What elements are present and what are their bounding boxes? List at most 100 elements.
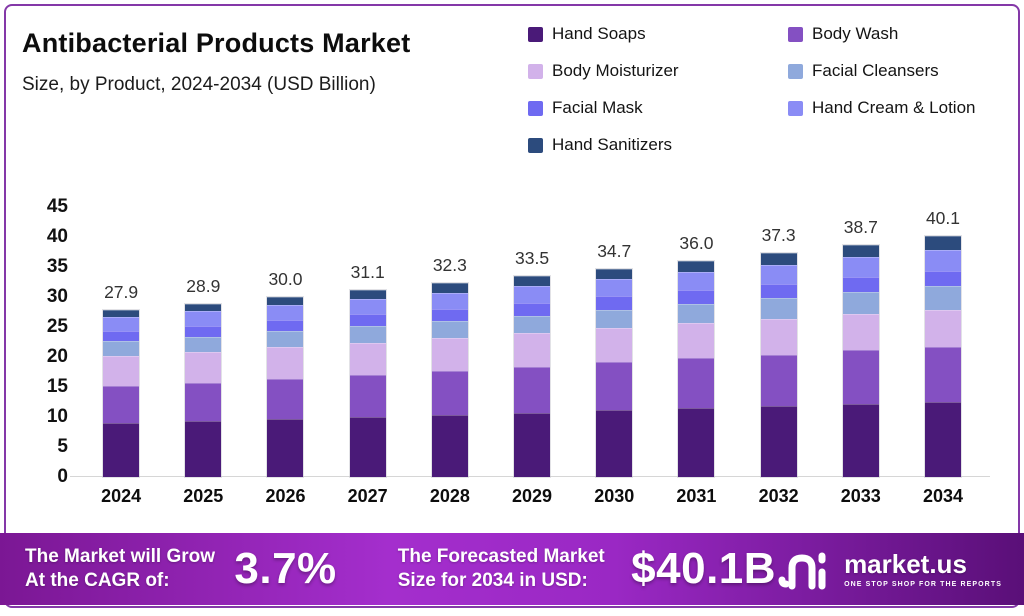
legend-label: Hand Sanitizers — [552, 135, 673, 154]
x-label-2033: 2033 — [840, 486, 881, 506]
bar-segment-hand-cream-lotion — [760, 265, 797, 284]
bar-segment-hand-cream-lotion — [103, 317, 140, 332]
x-label-2025: 2025 — [183, 486, 224, 506]
x-label-2030: 2030 — [594, 486, 635, 506]
bar-2024: 27.9 — [80, 137, 162, 479]
bar-segment-hand-cream-lotion — [431, 292, 468, 310]
bar-segment-facial-cleansers — [760, 298, 797, 320]
bar-segment-facial-cleansers — [596, 309, 633, 329]
bar-segment-facial-mask — [103, 331, 140, 342]
bar-segment-facial-mask — [349, 314, 386, 327]
bar-segment-hand-soaps — [185, 421, 222, 477]
bar-segment-facial-mask — [760, 283, 797, 299]
legend-swatch-icon — [528, 26, 543, 42]
bar-segment-hand-cream-lotion — [842, 257, 879, 278]
bar-segment-hand-sanitizers — [267, 297, 304, 305]
bar-segment-facial-cleansers — [924, 286, 961, 311]
marketus-logo: market.us ONE STOP SHOP FOR THE REPORTS — [776, 546, 1002, 592]
bar-2030: 34.7 — [573, 137, 655, 479]
bar-total-label-2025: 28.9 — [186, 275, 221, 296]
x-label-2032: 2032 — [758, 486, 799, 506]
bar-stack-2026 — [266, 296, 305, 478]
bar-total-label-2031: 36.0 — [679, 233, 714, 254]
bar-2027: 31.1 — [327, 137, 409, 478]
bar-segment-facial-mask — [924, 270, 961, 287]
bar-total-label-2026: 30.0 — [268, 269, 303, 290]
bar-total-label-2029: 33.5 — [515, 248, 550, 269]
bar-segment-facial-mask — [185, 325, 222, 337]
legend-label: Body Wash — [812, 24, 899, 43]
legend-item-hand-sanitizers: Hand Sanitizers — [528, 135, 780, 155]
bar-segment-facial-mask — [431, 309, 468, 322]
bar-segment-body-wash — [514, 366, 551, 413]
bar-segment-hand-cream-lotion — [514, 286, 551, 304]
legend-label: Hand Cream & Lotion — [812, 98, 976, 117]
y-tick-15: 15 — [46, 376, 68, 397]
bar-segment-hand-cream-lotion — [924, 250, 961, 271]
bar-total-label-2030: 34.7 — [597, 240, 632, 261]
legend-item-hand-soaps: Hand Soaps — [528, 24, 780, 44]
bar-segment-body-moisturizer — [842, 314, 879, 351]
bar-segment-facial-cleansers — [349, 326, 386, 343]
bar-segment-facial-cleansers — [267, 331, 304, 347]
bar-stack-2025 — [184, 302, 223, 479]
x-label-2026: 2026 — [265, 486, 306, 506]
bar-stack-2030 — [595, 267, 634, 479]
bar-total-label-2032: 37.3 — [761, 225, 796, 246]
bar-segment-hand-sanitizers — [514, 276, 551, 287]
legend-label: Facial Cleansers — [812, 61, 939, 80]
bar-segment-hand-cream-lotion — [349, 298, 386, 315]
legend-item-hand-cream-lotion: Hand Cream & Lotion — [788, 98, 975, 118]
bar-stack-2028 — [430, 282, 469, 478]
bar-segment-body-wash — [678, 358, 715, 408]
bar-segment-body-wash — [267, 378, 304, 419]
legend-item-facial-mask: Facial Mask — [528, 98, 780, 118]
bars-container: 27.9 28.9 30.0 31.1 32.3 33.5 34.7 36.0 37.3 38.7… — [80, 137, 984, 479]
bar-segment-facial-mask — [267, 319, 304, 332]
bar-stack-2033 — [841, 243, 880, 479]
bar-segment-hand-sanitizers — [924, 236, 961, 251]
bar-segment-hand-sanitizers — [185, 303, 222, 312]
legend-swatch-icon — [788, 63, 803, 79]
legend-label: Facial Mask — [552, 98, 643, 117]
bar-segment-hand-sanitizers — [842, 244, 879, 258]
bar-segment-facial-mask — [596, 296, 633, 310]
forecast-label-line1: The Forecasted Market — [397, 546, 605, 568]
bar-segment-hand-sanitizers — [760, 253, 797, 266]
x-label-2029: 2029 — [512, 486, 553, 506]
bar-stack-2027 — [348, 289, 387, 478]
marketus-logo-text: market.us — [844, 548, 967, 579]
bar-2025: 28.9 — [162, 137, 244, 479]
bar-total-label-2027: 31.1 — [350, 262, 385, 283]
bar-segment-hand-soaps — [103, 423, 140, 477]
bar-segment-facial-cleansers — [103, 341, 140, 356]
y-tick-30: 30 — [46, 286, 68, 307]
bar-segment-body-moisturizer — [924, 310, 961, 347]
page-title: Antibacterial Products Market — [22, 28, 411, 58]
y-tick-20: 20 — [46, 346, 68, 367]
bar-segment-body-wash — [103, 386, 140, 423]
bar-segment-hand-soaps — [596, 410, 633, 477]
y-tick-40: 40 — [46, 226, 68, 247]
legend-swatch-icon — [788, 100, 803, 116]
y-tick-0: 0 — [57, 466, 68, 487]
bar-segment-hand-soaps — [924, 402, 961, 477]
bar-segment-hand-cream-lotion — [185, 311, 222, 326]
bar-total-label-2028: 32.3 — [432, 255, 467, 276]
page-subtitle: Size, by Product, 2024-2034 (USD Billion… — [22, 74, 376, 95]
bar-segment-hand-soaps — [760, 406, 797, 477]
x-label-2028: 2028 — [429, 486, 470, 506]
bar-segment-hand-soaps — [431, 414, 468, 477]
bar-segment-body-wash — [924, 346, 961, 402]
bar-segment-facial-mask — [514, 303, 551, 316]
legend-item-body-wash: Body Wash — [788, 24, 975, 44]
bar-segment-hand-soaps — [267, 418, 304, 477]
bar-segment-facial-cleansers — [514, 315, 551, 334]
plot-area: 27.9 28.9 30.0 31.1 32.3 33.5 34.7 36.0 37.3 38.7… — [70, 207, 990, 479]
bar-segment-facial-mask — [678, 289, 715, 304]
bar-segment-facial-cleansers — [431, 321, 468, 338]
bar-segment-hand-soaps — [842, 403, 879, 477]
bottom-banner: The Market will Grow At the CAGR of: 3.7… — [0, 533, 1024, 605]
stacked-bar-chart: 0 5 10 15 20 25 30 35 40 45 27.9 28.9 30.0 31.1 32.3 3… — [30, 196, 990, 507]
